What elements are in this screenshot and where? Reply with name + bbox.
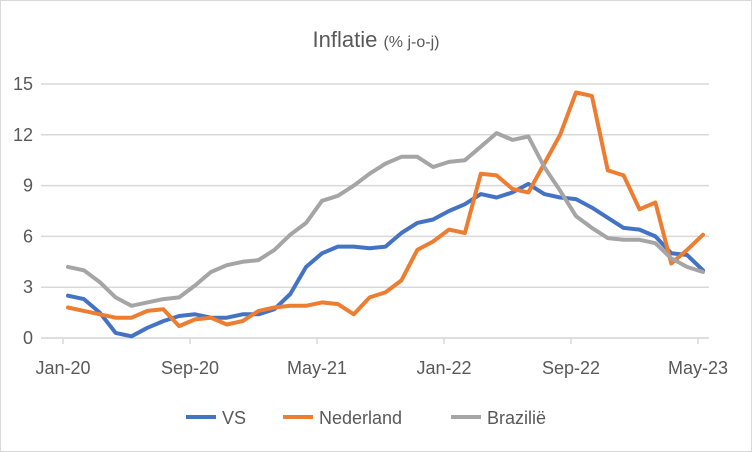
legend-label: Nederland [319, 408, 402, 428]
x-tick-label: May-21 [287, 358, 347, 378]
series-line-0 [66, 181, 705, 339]
chart-title: Inflatie (% j-o-j) [313, 27, 440, 52]
chart-subtitle: (% j-o-j) [383, 34, 439, 51]
y-tick-label: 6 [23, 226, 33, 246]
y-tick-label: 3 [23, 277, 33, 297]
legend-label: Brazilië [487, 408, 546, 428]
y-tick-label: 15 [13, 74, 33, 94]
x-tick-label: Jan-22 [416, 358, 471, 378]
y-tick-label: 12 [13, 125, 33, 145]
series-line-1 [66, 90, 705, 329]
x-tick-label: Sep-20 [161, 358, 219, 378]
x-tick-label: Sep-22 [542, 358, 600, 378]
y-tick-label: 9 [23, 176, 33, 196]
x-tick-label: May-23 [668, 358, 728, 378]
chart-title-main: Inflatie [313, 27, 378, 52]
series-line-2 [66, 131, 705, 308]
legend-label: VS [222, 408, 246, 428]
y-tick-label: 0 [23, 328, 33, 348]
x-tick-label: Jan-20 [35, 358, 90, 378]
